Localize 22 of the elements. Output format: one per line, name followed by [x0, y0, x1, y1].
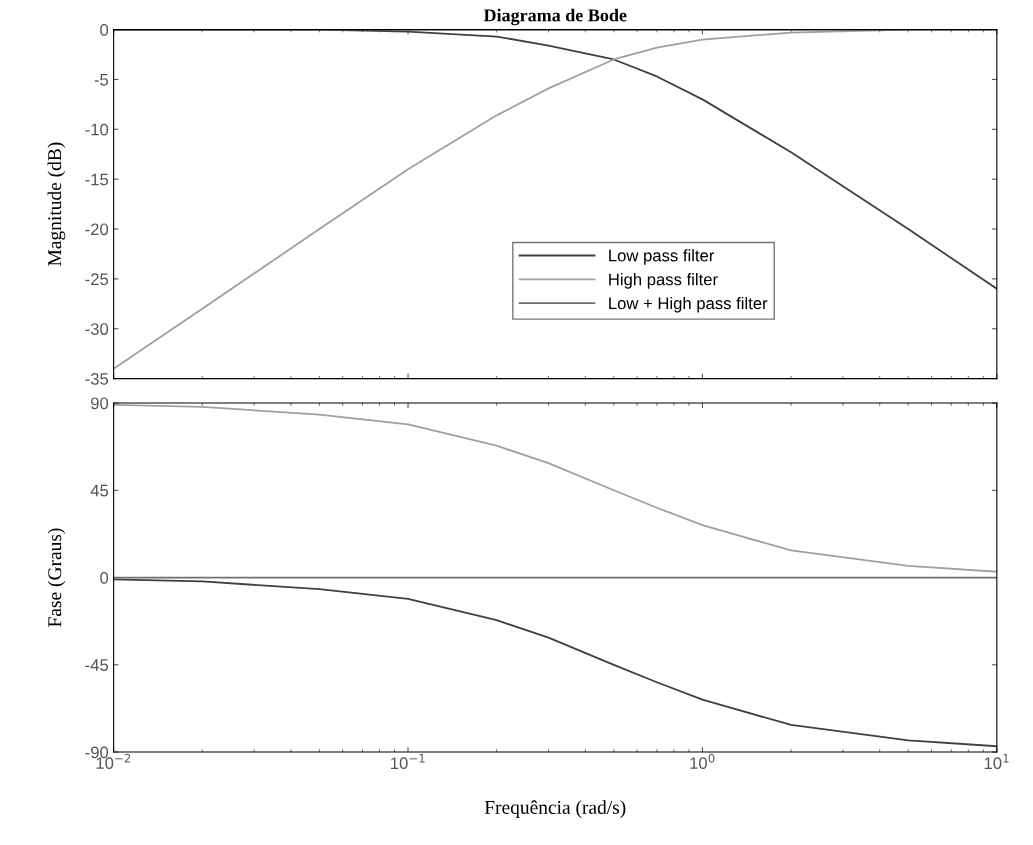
x-axis-title: Frequência (rad/s) [484, 800, 626, 818]
x-tick-label: 10$^{−1}$ [391, 753, 425, 770]
y-tick-label: 45 [90, 484, 109, 497]
y-tick-label: -25 [85, 273, 109, 286]
y-tick-label: -15 [85, 173, 109, 186]
legend-label: High pass filter [609, 273, 718, 289]
y-axis-title: Magnitude (dB) [47, 142, 66, 266]
x-tick-label: 10$^{0}$ [690, 753, 715, 770]
y-tick-label: 90 [91, 397, 109, 410]
y-tick-label: -45 [85, 659, 109, 671]
legend-label: Low pass filter [609, 249, 715, 265]
y-tick-label: -5 [94, 74, 109, 86]
y-tick-label: -30 [85, 323, 109, 335]
y-tick-label: -10 [85, 123, 109, 136]
y-tick-label: -20 [85, 223, 109, 236]
y-tick-label: 0 [100, 571, 109, 584]
y-axis-title: Fase (Graus) [47, 528, 66, 627]
legend-label: Low + High pass filter [609, 296, 768, 313]
y-tick-label: -35 [85, 373, 109, 385]
y-tick-label: 0 [100, 23, 109, 36]
chart-title: Diagrama de Bode [483, 8, 627, 26]
x-tick-label: 10$^{1}$ [984, 753, 1009, 770]
